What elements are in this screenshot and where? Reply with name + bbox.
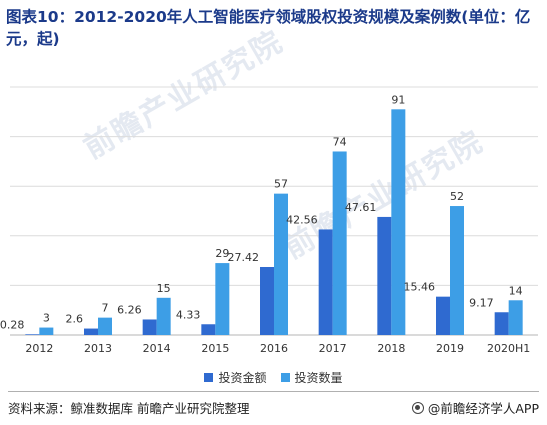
bar-count bbox=[450, 206, 464, 335]
x-tick-label: 2019 bbox=[436, 342, 464, 355]
bar-amount bbox=[84, 328, 98, 335]
data-label-count: 3 bbox=[43, 312, 50, 325]
data-label-count: 7 bbox=[102, 302, 109, 315]
data-label-count: 52 bbox=[450, 190, 464, 203]
legend-item-count: 投资数量 bbox=[280, 369, 343, 386]
legend: 投资金额 投资数量 bbox=[0, 369, 547, 386]
data-label-amount: 2.6 bbox=[66, 313, 84, 326]
brand-credit: @前瞻经济学人APP bbox=[411, 398, 539, 417]
x-tick-label: 2013 bbox=[84, 342, 112, 355]
brand-label: @前瞻经济学人APP bbox=[427, 401, 539, 416]
data-label-amount: 27.42 bbox=[228, 251, 260, 264]
chart-title: 图表10：2012-2020年人工智能医疗领域股权投资规模及案例数(单位：亿元，… bbox=[6, 8, 531, 48]
x-tick-label: 2017 bbox=[319, 342, 347, 355]
bar-amount bbox=[25, 334, 40, 335]
bar-count bbox=[98, 317, 112, 335]
bar-amount bbox=[436, 296, 450, 335]
bar-count bbox=[391, 109, 406, 335]
bar-count bbox=[156, 297, 171, 335]
data-label-amount: 4.33 bbox=[176, 308, 201, 321]
bar-count bbox=[274, 193, 288, 335]
bar-amount bbox=[142, 319, 157, 335]
data-label-count: 57 bbox=[274, 178, 288, 191]
bar-count bbox=[332, 151, 347, 335]
data-label-count: 74 bbox=[333, 135, 347, 148]
footer-divider bbox=[8, 391, 539, 392]
data-label-amount: 47.61 bbox=[345, 201, 377, 214]
bar-amount bbox=[201, 324, 216, 335]
source-note: 资料来源：鲸准数据库 前瞻产业研究院整理 bbox=[8, 401, 250, 416]
data-label-amount: 42.56 bbox=[286, 213, 318, 226]
bar-amount bbox=[318, 229, 333, 335]
x-tick-label: 2012 bbox=[25, 342, 53, 355]
legend-label-count: 投资数量 bbox=[294, 371, 343, 385]
data-label-count: 15 bbox=[157, 282, 171, 295]
x-tick-label: 2018 bbox=[377, 342, 405, 355]
bar-count bbox=[215, 263, 230, 335]
x-tick-label: 2014 bbox=[143, 342, 171, 355]
data-label-amount: 15.46 bbox=[404, 281, 436, 294]
data-label-amount: 9.17 bbox=[469, 296, 494, 309]
bar-amount bbox=[494, 312, 509, 335]
bar-amount bbox=[260, 266, 274, 335]
legend-swatch-amount bbox=[204, 373, 214, 382]
bar-count bbox=[39, 327, 54, 335]
x-tick-label: 2015 bbox=[201, 342, 229, 355]
brand-logo-icon bbox=[411, 401, 424, 414]
x-tick-label: 2020H1 bbox=[487, 342, 530, 355]
legend-swatch-count bbox=[280, 373, 290, 382]
legend-label-amount: 投资金额 bbox=[218, 371, 267, 385]
x-tick-label: 2016 bbox=[260, 342, 288, 355]
data-label-count: 29 bbox=[215, 247, 229, 260]
data-label-count: 14 bbox=[509, 284, 523, 297]
data-label-amount: 0.28 bbox=[0, 318, 24, 331]
bar-count bbox=[508, 300, 523, 335]
data-label-amount: 6.26 bbox=[117, 303, 142, 316]
data-label-count: 91 bbox=[391, 93, 405, 106]
bar-amount bbox=[377, 216, 392, 335]
legend-item-amount: 投资金额 bbox=[204, 369, 267, 386]
